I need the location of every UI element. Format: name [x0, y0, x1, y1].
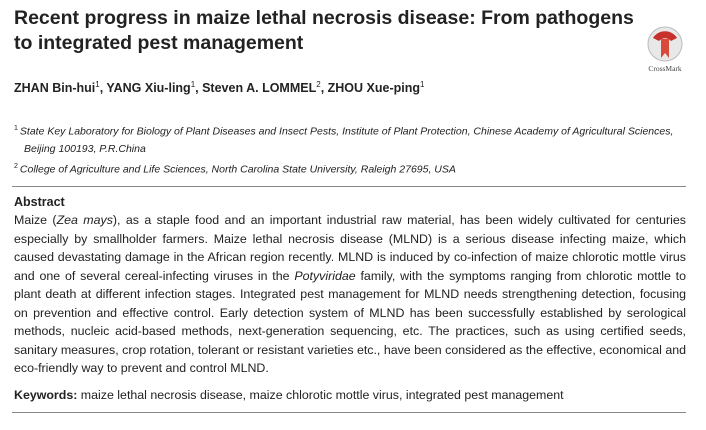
abstract-body: Maize (Zea mays), as a staple food and a… [14, 211, 686, 378]
affiliation: 1 State Key Laboratory for Biology of Pla… [14, 120, 694, 158]
author-affiliation: 1 [190, 80, 196, 89]
rule [12, 412, 686, 413]
abstract-run: Maize ( [14, 213, 57, 227]
keywords-text: maize lethal necrosis disease, maize chl… [77, 388, 564, 402]
author-separator: , [195, 81, 203, 96]
crossmark-badge[interactable]: CrossMark [640, 24, 690, 76]
rule [12, 186, 686, 187]
author-affiliation: 1 [420, 80, 425, 89]
abstract-heading: Abstract [14, 195, 65, 209]
abstract-run: family, with the symptoms ranging from c… [14, 268, 686, 376]
crossmark-icon: CrossMark [647, 26, 683, 73]
author-name: Steven A. LOMMEL [202, 81, 317, 96]
affiliation-mark: 1 [14, 125, 18, 132]
author-list: ZHAN Bin-hui1, YANG Xiu-ling1, Steven A.… [14, 80, 424, 95]
affiliation-text: State Key Laboratory for Biology of Plan… [19, 125, 674, 155]
affiliation-text: College of Agriculture and Life Sciences… [19, 163, 456, 175]
author-name: YANG Xiu-ling [106, 81, 191, 96]
keywords-label: Keywords: [14, 388, 78, 402]
author-affiliation: 2 [316, 80, 321, 89]
keywords: Keywords: maize lethal necrosis disease,… [14, 388, 564, 402]
affiliation-mark: 2 [14, 162, 18, 170]
abstract-run: ), as a staple food and an important ind… [14, 213, 686, 283]
author-separator: , [320, 81, 328, 96]
author-affiliation: 1 [95, 80, 100, 89]
abstract-run: Potyviridae [294, 268, 356, 283]
affiliation-list: 1 State Key Laboratory for Biology of Pla… [14, 120, 694, 178]
author-name: ZHAN Bin-hui [14, 81, 96, 96]
abstract-run: Zea mays [56, 213, 113, 227]
title: Recent progress in maize lethal necrosis… [14, 7, 634, 54]
author-name: ZHOU Xue-ping [327, 81, 420, 96]
crossmark-label: CrossMark [648, 64, 682, 73]
affiliation: 2 College of Agriculture and Life Science… [14, 158, 694, 179]
author-separator: , [99, 81, 107, 96]
